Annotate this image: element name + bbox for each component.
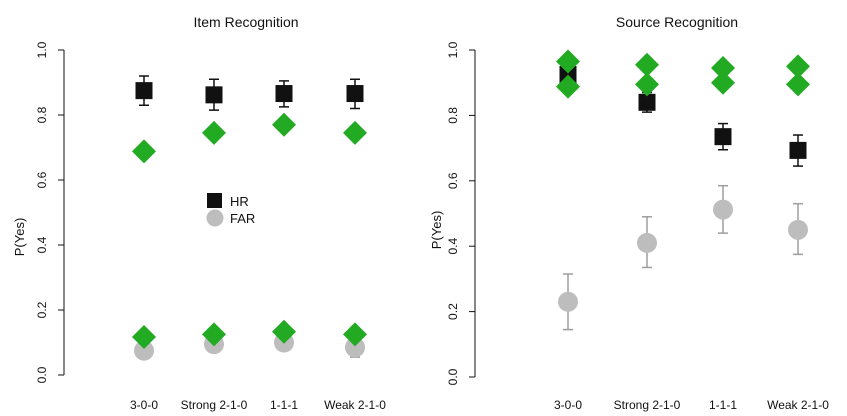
diamond-point <box>635 72 659 97</box>
diamond-point <box>711 70 735 95</box>
hr-point <box>789 141 807 159</box>
legend: HR FAR <box>206 193 255 227</box>
diamond-point <box>556 49 580 74</box>
y-axis-label: P(Yes) <box>429 211 444 250</box>
panel-title: Source Recognition <box>616 14 738 30</box>
hr-point <box>559 66 577 84</box>
diamond-point <box>635 52 659 77</box>
diamond-point <box>556 74 580 99</box>
diamond-point <box>202 322 226 347</box>
y-axis-label: P(Yes) <box>12 218 27 257</box>
legend-hr-marker <box>207 193 222 208</box>
y-tick-label: 0.8 <box>446 107 460 124</box>
hr-point <box>346 85 364 103</box>
far-point <box>345 337 365 358</box>
item-recognition-panel: Item Recognition P(Yes) HR FAR 0.0 0.2 0.4… <box>12 14 386 412</box>
source-recognition-panel: Source Recognition P(Yes) 0.0 0.2 0.4 0.6 0.… <box>429 14 829 412</box>
x-category-label: 1-1-1 <box>709 398 737 412</box>
y-tick-label: 0.0 <box>446 368 460 385</box>
far-point <box>788 219 808 240</box>
diamond-point <box>343 322 367 347</box>
legend-far-label: FAR <box>230 211 255 226</box>
x-category-label: 3-0-0 <box>130 398 158 412</box>
panel-title: Item Recognition <box>193 14 298 30</box>
hr-point <box>714 128 732 146</box>
x-category-label: Weak 2-1-0 <box>324 398 386 412</box>
legend-hr-label: HR <box>230 194 249 209</box>
diamond-point <box>132 139 156 164</box>
diamond-point <box>786 54 810 79</box>
x-category-label: 1-1-1 <box>270 398 298 412</box>
far-point <box>637 232 657 253</box>
x-category-label: 3-0-0 <box>554 398 582 412</box>
y-tick-label: 1.0 <box>446 41 460 58</box>
far-point <box>558 291 578 312</box>
y-tick-label: 0.8 <box>35 106 49 123</box>
diamond-point <box>272 319 296 344</box>
y-tick-label: 1.0 <box>35 41 49 58</box>
y-tick-label: 0.4 <box>446 238 460 255</box>
diamond-point <box>202 120 226 145</box>
y-tick-label: 0.2 <box>35 301 49 318</box>
y-tick-label: 0.2 <box>446 303 460 320</box>
x-category-label: Strong 2-1-0 <box>614 398 681 412</box>
hr-point <box>638 93 656 111</box>
far-point <box>134 340 154 361</box>
legend-far-marker <box>206 209 224 227</box>
y-tick-label: 0.6 <box>35 171 49 188</box>
diamond-point <box>711 55 735 80</box>
x-category-label: Weak 2-1-0 <box>767 398 829 412</box>
diamond-point <box>272 112 296 137</box>
diamond-point <box>786 72 810 97</box>
y-tick-label: 0.0 <box>35 366 49 383</box>
hr-point <box>275 85 293 103</box>
far-point <box>713 199 733 220</box>
hr-point <box>135 82 153 100</box>
x-category-label: Strong 2-1-0 <box>181 398 248 412</box>
diamond-point <box>343 120 367 145</box>
y-tick-label: 0.4 <box>35 236 49 253</box>
diamond-point <box>132 324 156 349</box>
hr-point <box>205 86 223 104</box>
y-tick-label: 0.6 <box>446 172 460 189</box>
